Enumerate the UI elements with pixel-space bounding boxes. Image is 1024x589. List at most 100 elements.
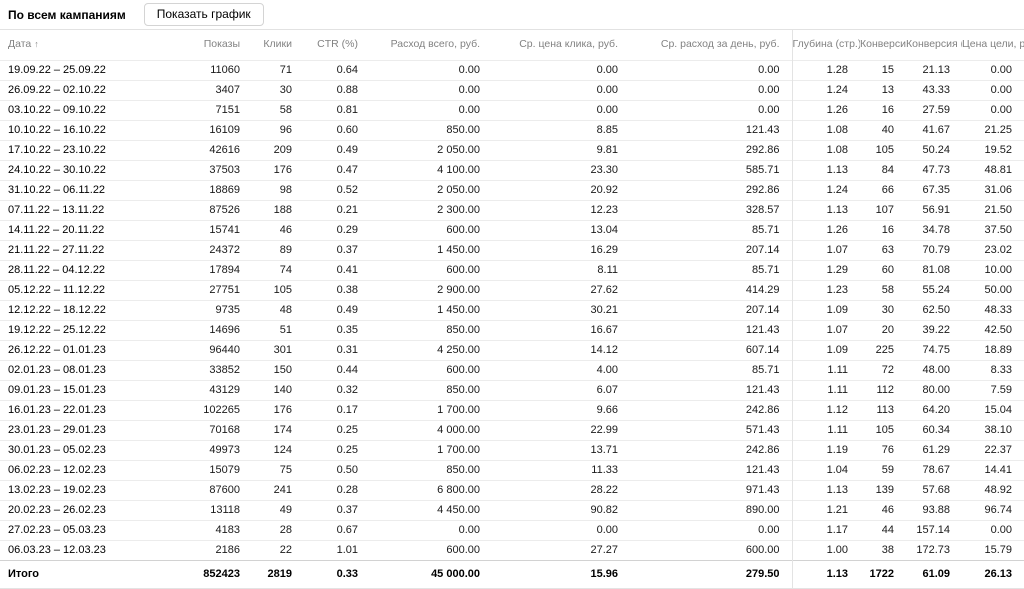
cell-goal-cost: 14.41 bbox=[962, 460, 1024, 481]
cell-conversions: 139 bbox=[860, 480, 906, 501]
cell-impressions: 43129 bbox=[190, 380, 252, 401]
cell-ctr: 0.29 bbox=[304, 220, 370, 241]
cell-conversion-rate: 64.20 bbox=[906, 400, 962, 421]
cell-impressions: 15079 bbox=[190, 460, 252, 481]
cell-avg-daily-spend: 890.00 bbox=[630, 500, 793, 521]
cell-ctr: 0.81 bbox=[304, 100, 370, 121]
cell-clicks: 98 bbox=[252, 180, 304, 201]
cell-depth: 1.12 bbox=[792, 400, 860, 421]
cell-depth: 1.26 bbox=[792, 220, 860, 241]
column-header-goal-cost[interactable]: Цена цели, руб. bbox=[962, 38, 1024, 50]
cell-avg-cpc: 0.00 bbox=[492, 80, 630, 101]
cell-depth: 1.13 bbox=[792, 480, 860, 501]
column-header-avg-cpc[interactable]: Ср. цена клика, руб. bbox=[519, 38, 618, 50]
cell-conversions: 20 bbox=[860, 320, 906, 341]
cell-clicks: 89 bbox=[252, 240, 304, 261]
cell-avg-daily-spend: 85.71 bbox=[630, 220, 793, 241]
cell-depth: 1.21 bbox=[792, 500, 860, 521]
total-avg-daily-spend: 279.50 bbox=[630, 560, 793, 589]
cell-clicks: 140 bbox=[252, 380, 304, 401]
cell-date: 17.10.22 – 23.10.22 bbox=[0, 140, 190, 161]
column-header-date[interactable]: Дата ↑ bbox=[8, 38, 39, 50]
cell-goal-cost: 42.50 bbox=[962, 320, 1024, 341]
cell-date: 26.12.22 – 01.01.23 bbox=[0, 340, 190, 361]
cell-depth: 1.13 bbox=[792, 200, 860, 221]
cell-goal-cost: 96.74 bbox=[962, 500, 1024, 521]
cell-spend-total: 850.00 bbox=[370, 460, 492, 481]
cell-avg-cpc: 8.11 bbox=[492, 260, 630, 281]
cell-date: 03.10.22 – 09.10.22 bbox=[0, 100, 190, 121]
column-header-conversion-rate[interactable]: Конверсия (%) bbox=[906, 38, 962, 50]
cell-conversion-rate: 47.73 bbox=[906, 160, 962, 181]
cell-ctr: 0.31 bbox=[304, 340, 370, 361]
column-header-ctr[interactable]: CTR (%) bbox=[317, 38, 358, 50]
cell-ctr: 0.37 bbox=[304, 500, 370, 521]
table-row: 28.11.22 – 04.12.22 17894 74 0.41 600.00 8.11… bbox=[0, 260, 1024, 281]
table-row: 27.02.23 – 05.03.23 4183 28 0.67 0.00 0.00 0.0… bbox=[0, 520, 1024, 541]
cell-avg-daily-spend: 0.00 bbox=[630, 60, 793, 81]
cell-depth: 1.23 bbox=[792, 280, 860, 301]
totals-label: Итого bbox=[0, 560, 190, 589]
cell-conversion-rate: 21.13 bbox=[906, 60, 962, 81]
column-header-conversions[interactable]: Конверсии bbox=[860, 38, 906, 50]
cell-conversions: 16 bbox=[860, 100, 906, 121]
cell-depth: 1.24 bbox=[792, 80, 860, 101]
toolbar: По всем кампаниям Показать график bbox=[0, 0, 1024, 30]
cell-avg-daily-spend: 0.00 bbox=[630, 80, 793, 101]
cell-conversion-rate: 61.29 bbox=[906, 440, 962, 461]
cell-depth: 1.08 bbox=[792, 140, 860, 161]
cell-avg-daily-spend: 242.86 bbox=[630, 440, 793, 461]
cell-avg-cpc: 4.00 bbox=[492, 360, 630, 381]
cell-conversions: 225 bbox=[860, 340, 906, 361]
cell-conversions: 38 bbox=[860, 540, 906, 561]
cell-clicks: 48 bbox=[252, 300, 304, 321]
cell-conversion-rate: 41.67 bbox=[906, 120, 962, 141]
cell-ctr: 0.52 bbox=[304, 180, 370, 201]
cell-ctr: 0.17 bbox=[304, 400, 370, 421]
cell-conversion-rate: 70.79 bbox=[906, 240, 962, 261]
column-header-impressions[interactable]: Показы bbox=[203, 38, 240, 50]
cell-clicks: 96 bbox=[252, 120, 304, 141]
column-header-clicks[interactable]: Клики bbox=[263, 38, 292, 50]
cell-spend-total: 2 900.00 bbox=[370, 280, 492, 301]
cell-conversion-rate: 57.68 bbox=[906, 480, 962, 501]
cell-goal-cost: 0.00 bbox=[962, 520, 1024, 541]
cell-ctr: 0.50 bbox=[304, 460, 370, 481]
cell-impressions: 24372 bbox=[190, 240, 252, 261]
cell-impressions: 3407 bbox=[190, 80, 252, 101]
cell-ctr: 0.28 bbox=[304, 480, 370, 501]
cell-conversions: 40 bbox=[860, 120, 906, 141]
cell-impressions: 9735 bbox=[190, 300, 252, 321]
cell-conversions: 58 bbox=[860, 280, 906, 301]
cell-ctr: 0.35 bbox=[304, 320, 370, 341]
total-spend-total: 45 000.00 bbox=[370, 560, 492, 589]
cell-conversion-rate: 43.33 bbox=[906, 80, 962, 101]
cell-avg-cpc: 13.71 bbox=[492, 440, 630, 461]
column-header-depth[interactable]: Глубина (стр.) bbox=[792, 38, 861, 50]
total-avg-cpc: 15.96 bbox=[492, 560, 630, 589]
cell-ctr: 0.88 bbox=[304, 80, 370, 101]
show-chart-button[interactable]: Показать график bbox=[143, 3, 264, 26]
cell-spend-total: 0.00 bbox=[370, 60, 492, 81]
cell-spend-total: 2 050.00 bbox=[370, 140, 492, 161]
cell-conversion-rate: 50.24 bbox=[906, 140, 962, 161]
cell-date: 16.01.23 – 22.01.23 bbox=[0, 400, 190, 421]
cell-clicks: 74 bbox=[252, 260, 304, 281]
cell-depth: 1.00 bbox=[792, 540, 860, 561]
cell-clicks: 241 bbox=[252, 480, 304, 501]
cell-ctr: 0.32 bbox=[304, 380, 370, 401]
cell-spend-total: 0.00 bbox=[370, 520, 492, 541]
cell-conversions: 84 bbox=[860, 160, 906, 181]
cell-date: 19.09.22 – 25.09.22 bbox=[0, 60, 190, 81]
cell-impressions: 7151 bbox=[190, 100, 252, 121]
cell-avg-daily-spend: 292.86 bbox=[630, 180, 793, 201]
cell-goal-cost: 10.00 bbox=[962, 260, 1024, 281]
cell-spend-total: 850.00 bbox=[370, 380, 492, 401]
cell-goal-cost: 21.25 bbox=[962, 120, 1024, 141]
cell-avg-cpc: 27.62 bbox=[492, 280, 630, 301]
column-header-spend-total[interactable]: Расход всего, руб. bbox=[390, 38, 480, 50]
cell-avg-cpc: 0.00 bbox=[492, 60, 630, 81]
cell-spend-total: 1 700.00 bbox=[370, 440, 492, 461]
cell-avg-daily-spend: 207.14 bbox=[630, 240, 793, 261]
column-header-avg-daily-spend[interactable]: Ср. расход за день, руб. bbox=[630, 30, 793, 61]
